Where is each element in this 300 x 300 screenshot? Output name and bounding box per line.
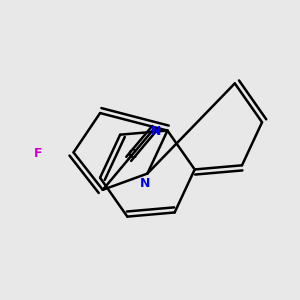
Text: F: F xyxy=(34,147,42,160)
Text: N: N xyxy=(151,125,162,138)
Text: N: N xyxy=(140,177,150,190)
Text: C: C xyxy=(127,148,136,161)
